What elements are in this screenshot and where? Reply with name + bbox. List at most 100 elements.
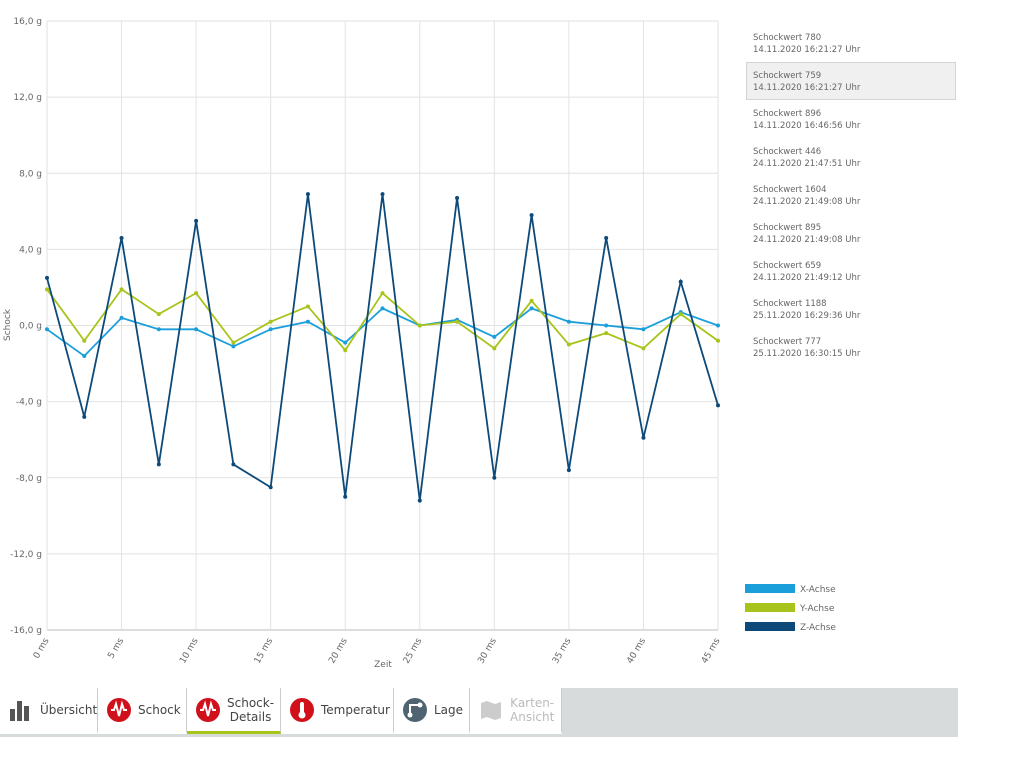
icon <box>107 697 131 722</box>
x-tick-label: 0 ms <box>32 636 52 660</box>
x-tick-label: 35 ms <box>551 636 574 665</box>
y-tick-label: 16,0 g <box>13 17 42 27</box>
data-point <box>194 291 199 296</box>
data-point <box>82 353 87 358</box>
data-point <box>529 306 534 311</box>
event-item[interactable]: Schockwert 659 24.11.2020 21:49:12 Uhr <box>746 252 956 290</box>
event-item[interactable]: Schockwert 895 24.11.2020 21:49:08 Uhr <box>746 214 956 252</box>
data-point <box>119 235 124 240</box>
icon <box>196 697 220 722</box>
event-time: 24.11.2020 21:49:08 Uhr <box>753 197 861 207</box>
event-name: Schockwert 446 <box>753 147 822 157</box>
data-point <box>678 279 683 284</box>
event-item[interactable]: Schockwert 759 14.11.2020 16:21:27 Uhr <box>746 62 956 100</box>
data-point <box>343 348 348 353</box>
data-point <box>566 468 571 473</box>
data-point <box>455 195 460 200</box>
data-point <box>343 340 348 345</box>
tab-label: Lage <box>434 702 464 717</box>
icon <box>290 697 314 722</box>
data-point <box>529 213 534 218</box>
data-point <box>268 327 273 332</box>
data-point <box>231 344 236 349</box>
tab-label: Übersicht <box>40 702 98 717</box>
tab[interactable]: Übersicht <box>0 688 98 734</box>
chart: Schock Zeit -16,0 g -12,0 g -8,0 g -4,0 g 0,… <box>3 17 836 670</box>
data-point <box>529 298 534 303</box>
data-point <box>492 334 497 339</box>
y-tick-label: -8,0 g <box>16 474 42 484</box>
y-tick-label: -16,0 g <box>10 626 42 636</box>
event-item[interactable]: Schockwert 446 24.11.2020 21:47:51 Uhr <box>746 138 956 176</box>
tab: Karten- Ansicht <box>470 688 562 734</box>
data-point <box>492 346 497 351</box>
event-time: 14.11.2020 16:21:27 Uhr <box>753 83 861 93</box>
icon <box>10 700 29 721</box>
data-point <box>604 323 609 328</box>
data-point <box>45 327 49 332</box>
data-point <box>566 319 571 324</box>
event-item[interactable]: Schockwert 780 14.11.2020 16:21:27 Uhr <box>746 24 956 62</box>
event-time: 14.11.2020 16:46:56 Uhr <box>753 121 861 131</box>
tab[interactable]: Temperatur <box>281 688 394 734</box>
tab[interactable]: Schock <box>98 688 187 734</box>
icon <box>403 697 427 722</box>
x-tick-label: 25 ms <box>402 636 425 665</box>
x-tick-label: 5 ms <box>106 636 126 660</box>
data-point <box>45 287 49 292</box>
data-point <box>305 304 310 309</box>
data-point <box>641 327 646 332</box>
y-tick-label: -12,0 g <box>10 550 42 560</box>
event-time: 25.11.2020 16:29:36 Uhr <box>753 311 861 321</box>
data-point <box>45 275 49 280</box>
legend-label: Y-Achse <box>799 604 835 614</box>
data-point <box>343 494 348 499</box>
data-point <box>678 312 683 317</box>
event-item[interactable]: Schockwert 896 14.11.2020 16:46:56 Uhr <box>746 100 956 138</box>
event-name: Schockwert 659 <box>753 261 822 271</box>
data-point <box>156 327 161 332</box>
tab[interactable]: Lage <box>394 688 470 734</box>
data-point <box>417 498 422 503</box>
data-point <box>716 403 720 408</box>
event-time: 25.11.2020 16:30:15 Uhr <box>753 349 861 359</box>
event-time: 24.11.2020 21:47:51 Uhr <box>753 159 861 169</box>
x-tick-label: 45 ms <box>700 636 723 665</box>
tab[interactable]: Schock- Details <box>187 688 281 734</box>
data-point <box>82 338 87 343</box>
legend-label: X-Achse <box>800 585 836 595</box>
data-point <box>455 319 460 324</box>
data-point <box>380 291 385 296</box>
tab-label: Schock <box>138 702 181 717</box>
data-point <box>194 218 199 223</box>
data-point <box>231 462 236 467</box>
event-item[interactable]: Schockwert 1188 25.11.2020 16:29:36 Uhr <box>746 290 956 328</box>
data-point <box>82 414 87 419</box>
data-point <box>716 338 720 343</box>
data-point <box>492 475 497 480</box>
legend-swatch <box>745 603 795 612</box>
x-tick-label: 40 ms <box>625 636 648 665</box>
y-tick-label: 8,0 g <box>19 169 42 179</box>
data-point <box>231 340 236 345</box>
x-tick-label: 15 ms <box>253 636 276 665</box>
event-list: Schockwert 780 14.11.2020 16:21:27 Uhr Sch… <box>746 24 956 366</box>
data-point <box>604 331 609 336</box>
event-item[interactable]: Schockwert 777 25.11.2020 16:30:15 Uhr <box>746 328 956 366</box>
event-item[interactable]: Schockwert 1604 24.11.2020 21:49:08 Uhr <box>746 176 956 214</box>
x-tick-label: 10 ms <box>178 636 201 665</box>
data-point <box>641 346 646 351</box>
data-point <box>380 306 385 311</box>
data-point <box>604 235 609 240</box>
data-point <box>156 462 161 467</box>
data-point <box>566 342 571 347</box>
legend-swatch <box>745 584 795 593</box>
y-tick-label: 0,0 g <box>19 322 42 332</box>
y-tick-label: 12,0 g <box>13 93 42 103</box>
data-point <box>417 323 422 328</box>
event-name: Schockwert 1604 <box>753 185 827 195</box>
event-name: Schockwert 780 <box>753 33 822 43</box>
tab-label: Temperatur <box>321 702 390 717</box>
data-point <box>156 312 161 317</box>
